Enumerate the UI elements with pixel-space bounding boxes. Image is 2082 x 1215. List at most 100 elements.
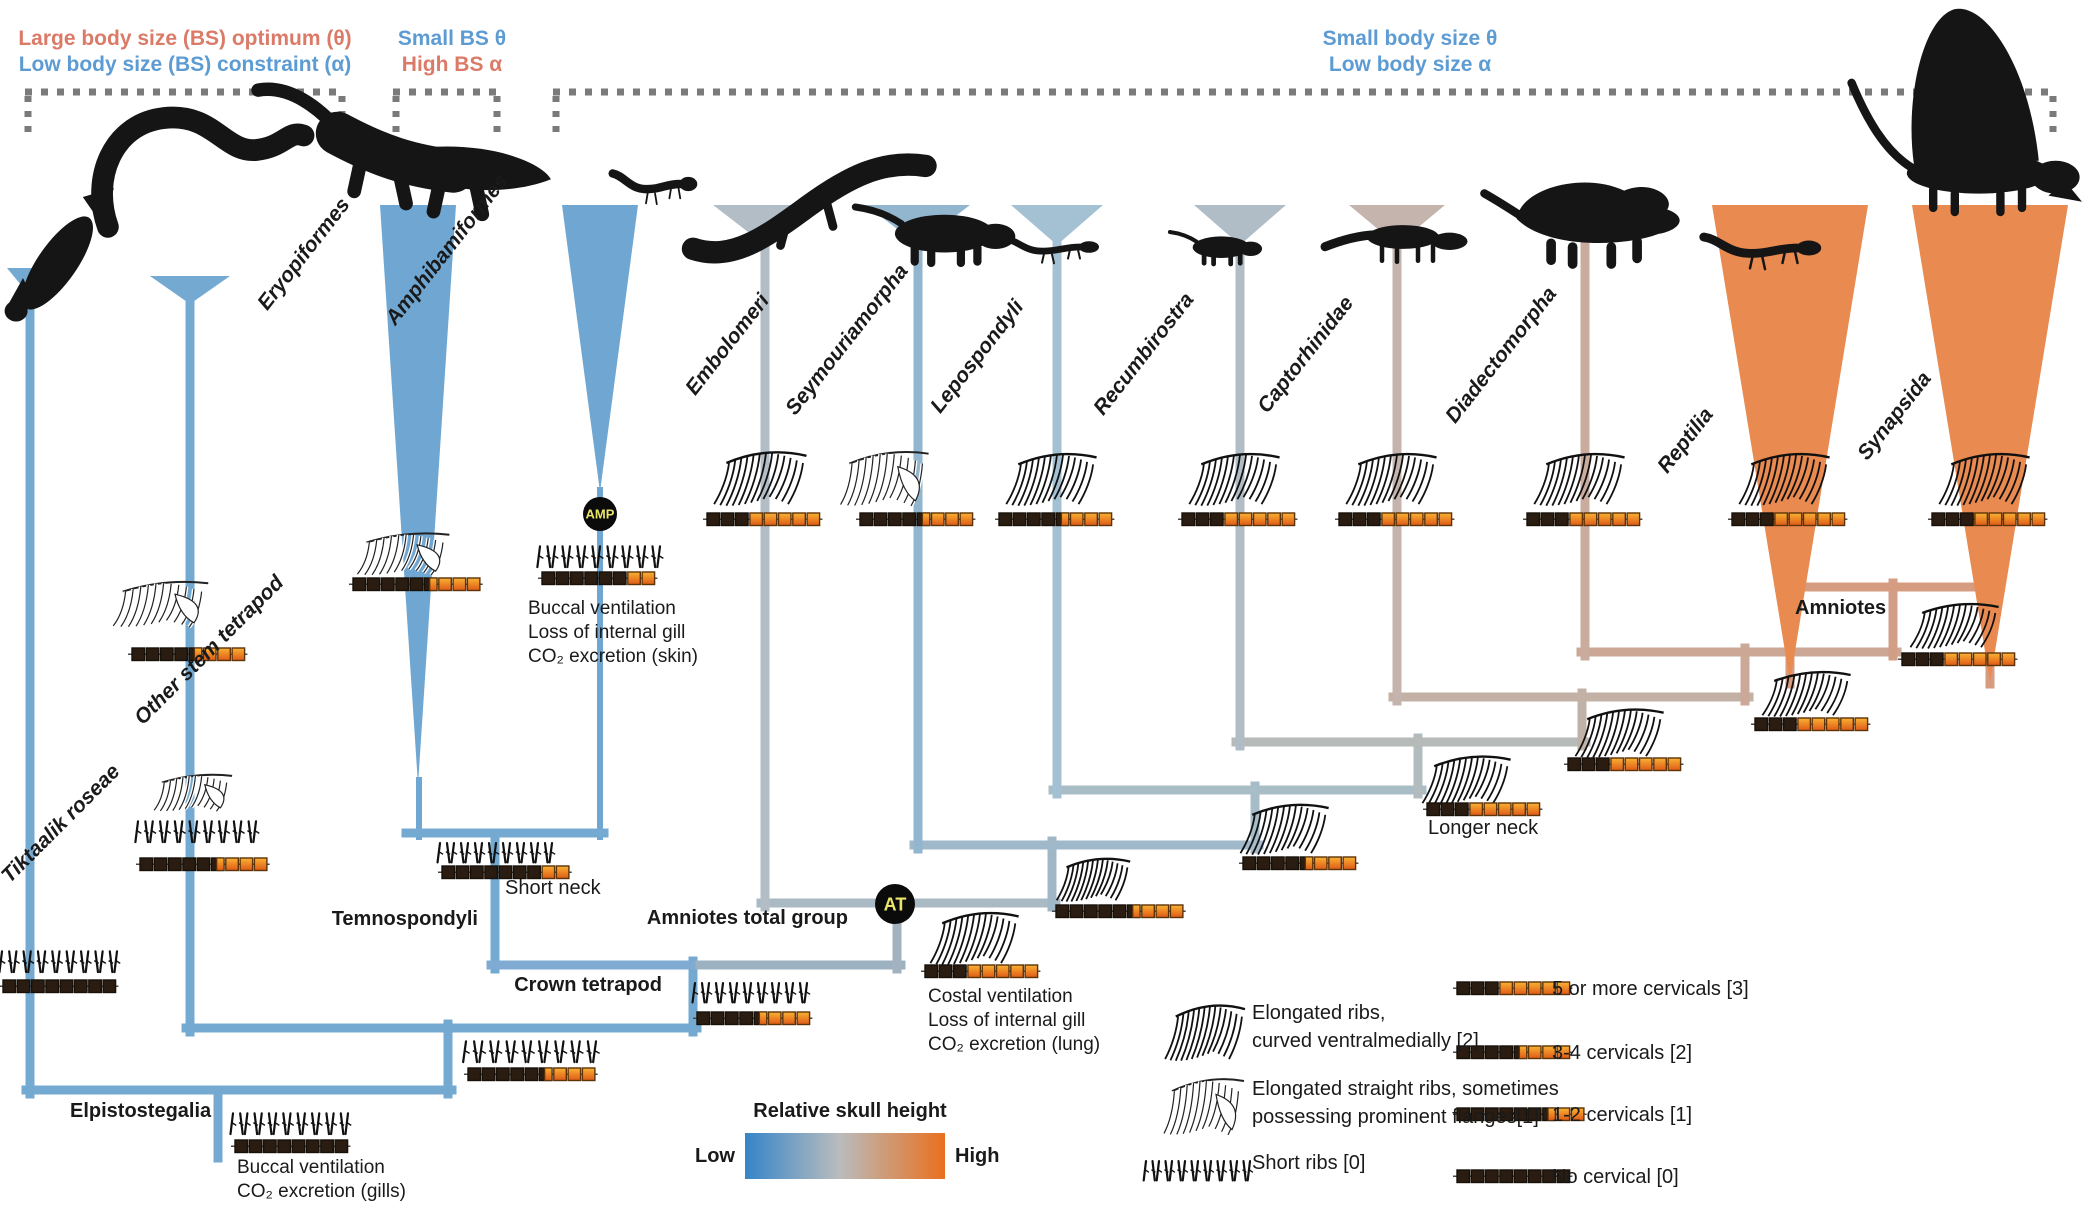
taxon-embolomeri — [681, 153, 937, 527]
taxon-wedge-other-stem-tetrapod — [150, 276, 230, 304]
cervical-squares-recumbirostra — [1178, 512, 1298, 527]
node-label-amp: AMP — [586, 507, 615, 522]
short-ribs-icon — [1142, 1160, 1254, 1182]
taxon-wedge-captorhinidae — [1349, 205, 1445, 245]
taxon-wedge-amphibamiformes — [562, 205, 638, 492]
embolomeri-silhouette — [681, 153, 937, 264]
curved-ribs-icon — [1421, 755, 1511, 806]
curved-ribs-icon — [713, 451, 807, 507]
marker-n5-node — [1564, 708, 1684, 772]
taxon-eryopiformes — [251, 82, 551, 785]
cervical-squares-root-node — [231, 1139, 351, 1154]
marker-n2-node — [1052, 857, 1186, 919]
short-ribs-icon — [134, 820, 260, 844]
curved-ribs-icon — [1164, 1004, 1246, 1062]
node-circle-amp: AMP — [583, 497, 617, 531]
diadectomorpha-silhouette — [1480, 182, 1680, 269]
straight-ribs-icon — [1162, 1078, 1245, 1136]
synapsida-silhouette — [1847, 8, 2082, 217]
marker-crown-tetrapod-node — [462, 1040, 600, 1082]
skull-height-gradient-bar — [745, 1133, 945, 1179]
short-ribs-icon — [229, 1112, 352, 1136]
legend-squares-2 — [1453, 1107, 1587, 1122]
taxon-seymouriamorpha — [838, 203, 1016, 527]
curved-ribs-icon — [1055, 857, 1131, 902]
cervical-squares-stem-tetrapod-node — [136, 857, 270, 872]
marker-amniotes-node — [1898, 602, 2018, 667]
curved-ribs-icon — [1909, 602, 1999, 650]
taxon-tiktaalik — [0, 188, 121, 994]
taxon-lepospondyli — [995, 205, 1115, 527]
taxon-wedge-recumbirostra — [1194, 205, 1286, 245]
marker-n3-node — [1239, 803, 1359, 871]
cervical-squares-crown-tetrapod-node — [464, 1067, 598, 1082]
taxon-diadectomorpha — [1480, 182, 1680, 527]
recumbirostra-silhouette — [1167, 230, 1263, 267]
straight-ribs-icon — [355, 532, 450, 577]
cervical-squares-reptilia — [1728, 512, 1848, 527]
marker-at-node — [921, 911, 1041, 979]
curved-ribs-icon — [929, 911, 1019, 966]
curved-ribs-icon — [1738, 452, 1830, 507]
node-circle-at: AT — [875, 884, 915, 924]
curved-ribs-icon — [1938, 452, 2030, 507]
marker-temnospondyli-node — [436, 842, 572, 880]
cervical-squares-seymouriamorpha — [856, 512, 976, 527]
cervical-squares-longer-neck-node — [1423, 802, 1543, 817]
cervical-squares-n3-node — [1239, 856, 1359, 871]
straight-ribs-icon — [152, 773, 233, 813]
cervical-squares-lepospondyli — [995, 512, 1115, 527]
taxon-synapsida — [1847, 8, 2082, 682]
cervical-squares-crown-at-edge — [693, 1011, 813, 1026]
cervical-squares-diadectomorpha — [1523, 512, 1643, 527]
taxon-wedge-eryopiformes — [380, 205, 456, 785]
taxon-wedge-reptilia — [1712, 205, 1868, 682]
cervical-squares-at-node — [921, 964, 1041, 979]
straight-ribs-icon — [838, 450, 929, 507]
taxon-wedge-synapsida — [1912, 205, 2068, 682]
cervical-squares-tiktaalik — [0, 979, 119, 994]
cervical-squares-embolomeri — [703, 512, 823, 527]
amphibamiformes-silhouette — [608, 169, 698, 206]
bracket-dotted-line — [552, 88, 2057, 132]
taxon-reptilia — [1699, 205, 1868, 682]
marker-root-node — [229, 1112, 352, 1154]
short-ribs-icon — [691, 982, 811, 1004]
cervical-squares-captorhinidae — [1335, 512, 1455, 527]
curved-ribs-icon — [1574, 708, 1664, 759]
cervical-squares-n6-node — [1751, 717, 1871, 732]
captorhinidae-silhouette — [1320, 225, 1468, 265]
marker-n6-node — [1751, 670, 1871, 732]
taxon-other-stem-tetrapod — [91, 106, 315, 662]
lepospondyli-silhouette — [1001, 235, 1099, 265]
reptilia-silhouette — [1699, 232, 1822, 271]
short-ribs-icon — [436, 842, 556, 864]
seymouriamorpha-silhouette — [851, 203, 1016, 268]
curved-ribs-icon — [1188, 452, 1280, 507]
cervical-squares-n5-node — [1564, 757, 1684, 772]
other-stem-tetrapod-silhouette — [91, 106, 315, 238]
curved-ribs-icon — [1533, 452, 1625, 507]
tree-branches — [21, 236, 1999, 1163]
cervical-squares-other-stem-tetrapod — [128, 647, 248, 662]
curved-ribs-icon — [1761, 670, 1851, 718]
taxon-captorhinidae — [1320, 205, 1468, 527]
marker-stem-tetrapod-node — [134, 773, 270, 872]
cervical-squares-amphibamiformes — [538, 571, 658, 586]
bracket-dotted-line — [392, 88, 501, 132]
cervical-squares-amniotes-node — [1898, 652, 2018, 667]
cervical-squares-n2-node — [1052, 904, 1186, 919]
cervical-squares-temnospondyli-node — [438, 865, 572, 880]
curved-ribs-icon — [1345, 452, 1437, 507]
eryopiformes-silhouette — [251, 82, 551, 222]
legend-squares-3 — [1453, 1169, 1573, 1184]
legend-squares-1 — [1453, 1045, 1573, 1060]
marker-crown-at-edge — [691, 982, 813, 1026]
short-ribs-icon — [536, 545, 664, 569]
cervical-squares-eryopiformes — [349, 577, 483, 592]
taxon-recumbirostra — [1167, 205, 1298, 527]
curved-ribs-icon — [1239, 803, 1329, 856]
cervical-squares-synapsida — [1928, 512, 2048, 527]
